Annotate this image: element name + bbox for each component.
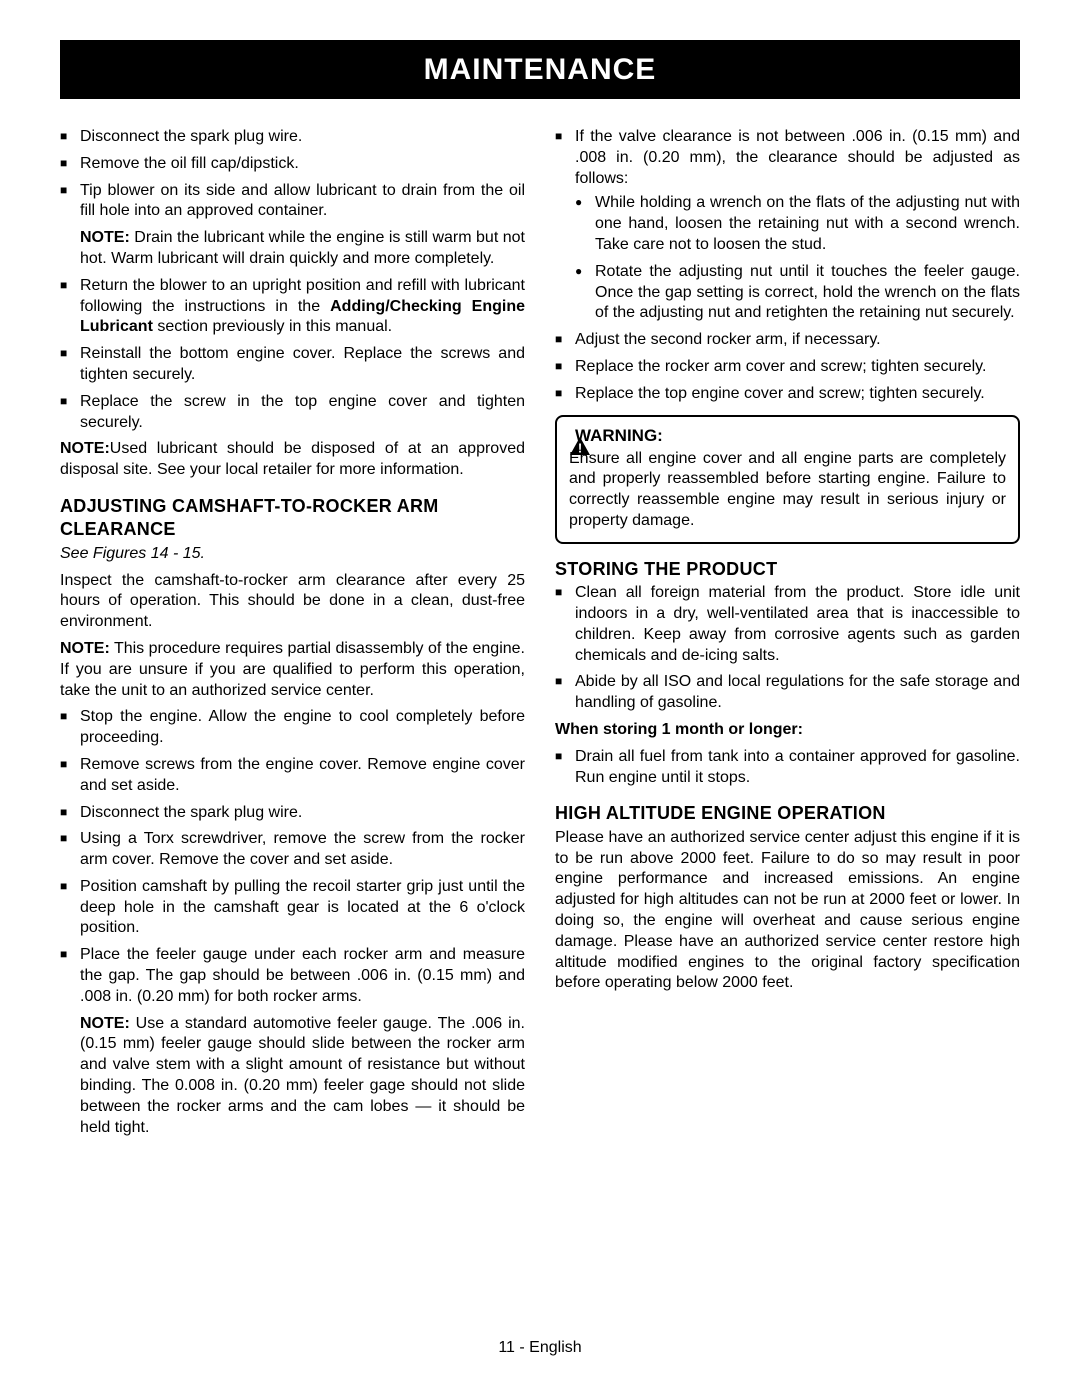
note-text: NOTE: This procedure requires partial di… — [60, 639, 525, 701]
list-item: Tip blower on its side and allow lubrica… — [60, 181, 525, 223]
note-label: NOTE: — [60, 440, 110, 457]
note-body: Drain the lubricant while the engine is … — [80, 229, 525, 267]
bullet-list: Disconnect the spark plug wire. Remove t… — [60, 127, 525, 222]
warning-box: ! WARNING: Ensure all engine cover and a… — [555, 415, 1020, 544]
note-text: NOTE:Used lubricant should be disposed o… — [60, 439, 525, 481]
list-item: Stop the engine. Allow the engine to coo… — [60, 707, 525, 749]
note-label: NOTE: — [80, 1015, 130, 1032]
list-item: Replace the screw in the top engine cove… — [60, 392, 525, 434]
bullet-list: Stop the engine. Allow the engine to coo… — [60, 707, 525, 1007]
bullet-list: Clean all foreign material from the prod… — [555, 583, 1020, 714]
list-item: Disconnect the spark plug wire. — [60, 127, 525, 148]
text-post: section previously in this manual. — [153, 318, 392, 335]
svg-text:!: ! — [578, 440, 582, 455]
note-label: NOTE: — [80, 229, 130, 246]
left-column: Disconnect the spark plug wire. Remove t… — [60, 127, 525, 1144]
text: If the valve clearance is not between .0… — [575, 128, 1020, 187]
section-heading: STORING THE PRODUCT — [555, 558, 1020, 581]
list-item: Drain all fuel from tank into a containe… — [555, 747, 1020, 789]
note-body: Use a standard automotive feeler gauge. … — [80, 1015, 525, 1136]
note-label: NOTE: — [60, 640, 110, 657]
list-item: Clean all foreign material from the prod… — [555, 583, 1020, 666]
note-text: NOTE: Drain the lubricant while the engi… — [60, 228, 525, 270]
list-item: Rotate the adjusting nut until it touche… — [575, 262, 1020, 324]
sub-heading: When storing 1 month or longer: — [555, 720, 1020, 741]
list-item: Place the feeler gauge under each rocker… — [60, 945, 525, 1007]
content-columns: Disconnect the spark plug wire. Remove t… — [60, 127, 1020, 1144]
bullet-list: If the valve clearance is not between .0… — [555, 127, 1020, 405]
list-item: Disconnect the spark plug wire. — [60, 803, 525, 824]
paragraph: Inspect the camshaft-to-rocker arm clear… — [60, 571, 525, 633]
list-item: Using a Torx screwdriver, remove the scr… — [60, 829, 525, 871]
bullet-list: Drain all fuel from tank into a containe… — [555, 747, 1020, 789]
list-item: Return the blower to an upright position… — [60, 276, 525, 338]
list-item: Adjust the second rocker arm, if necessa… — [555, 330, 1020, 351]
list-item: Replace the rocker arm cover and screw; … — [555, 357, 1020, 378]
note-body: Used lubricant should be disposed of at … — [60, 440, 525, 478]
list-item: If the valve clearance is not between .0… — [555, 127, 1020, 324]
list-item: Replace the top engine cover and screw; … — [555, 384, 1020, 405]
list-item: Reinstall the bottom engine cover. Repla… — [60, 344, 525, 386]
warning-heading: ! WARNING: — [569, 425, 1006, 447]
list-item: Abide by all ISO and local regulations f… — [555, 672, 1020, 714]
note-text: NOTE: Use a standard automotive feeler g… — [60, 1014, 525, 1139]
figure-reference: See Figures 14 - 15. — [60, 544, 525, 565]
sub-bullet-list: While holding a wrench on the flats of t… — [575, 193, 1020, 324]
right-column: If the valve clearance is not between .0… — [555, 127, 1020, 1144]
list-item: Remove screws from the engine cover. Rem… — [60, 755, 525, 797]
bullet-list: Return the blower to an upright position… — [60, 276, 525, 434]
page-footer: 11 - English — [0, 1338, 1080, 1359]
section-heading: ADJUSTING CAMSHAFT-TO-ROCKER ARM CLEARAN… — [60, 495, 525, 542]
list-item: While holding a wrench on the flats of t… — [575, 193, 1020, 255]
list-item: Remove the oil fill cap/dipstick. — [60, 154, 525, 175]
page-header: MAINTENANCE — [60, 40, 1020, 99]
warning-body: Ensure all engine cover and all engine p… — [569, 449, 1006, 532]
note-body: This procedure requires partial disassem… — [60, 640, 525, 699]
paragraph: Please have an authorized service center… — [555, 828, 1020, 994]
list-item: Position camshaft by pulling the recoil … — [60, 877, 525, 939]
section-heading: HIGH ALTITUDE ENGINE OPERATION — [555, 802, 1020, 825]
